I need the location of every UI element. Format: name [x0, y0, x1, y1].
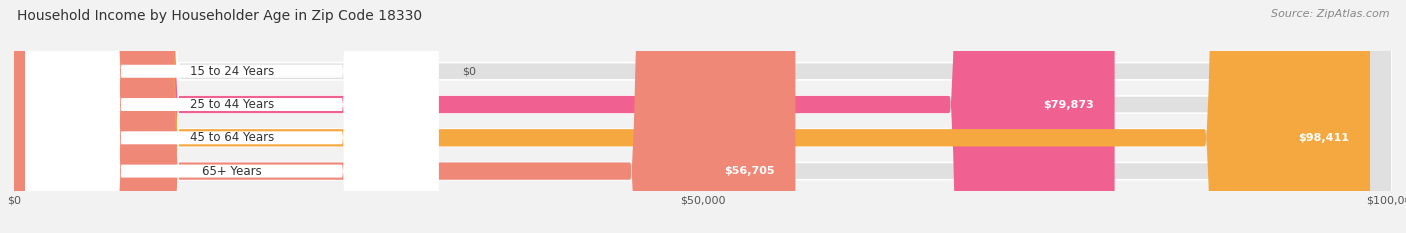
Text: Source: ZipAtlas.com: Source: ZipAtlas.com	[1271, 9, 1389, 19]
Text: 25 to 44 Years: 25 to 44 Years	[190, 98, 274, 111]
FancyBboxPatch shape	[14, 0, 1369, 233]
FancyBboxPatch shape	[25, 0, 439, 233]
FancyBboxPatch shape	[14, 0, 796, 233]
Text: 15 to 24 Years: 15 to 24 Years	[190, 65, 274, 78]
Text: $0: $0	[463, 66, 475, 76]
Text: $79,873: $79,873	[1043, 99, 1094, 110]
Text: $56,705: $56,705	[724, 166, 775, 176]
Text: 65+ Years: 65+ Years	[202, 164, 262, 178]
FancyBboxPatch shape	[25, 0, 439, 233]
FancyBboxPatch shape	[14, 0, 1392, 233]
Text: 45 to 64 Years: 45 to 64 Years	[190, 131, 274, 144]
FancyBboxPatch shape	[14, 0, 1392, 233]
FancyBboxPatch shape	[25, 0, 439, 233]
Text: $98,411: $98,411	[1298, 133, 1350, 143]
FancyBboxPatch shape	[14, 0, 1392, 233]
FancyBboxPatch shape	[14, 0, 1115, 233]
FancyBboxPatch shape	[25, 0, 439, 233]
Text: Household Income by Householder Age in Zip Code 18330: Household Income by Householder Age in Z…	[17, 9, 422, 23]
FancyBboxPatch shape	[14, 0, 1392, 233]
